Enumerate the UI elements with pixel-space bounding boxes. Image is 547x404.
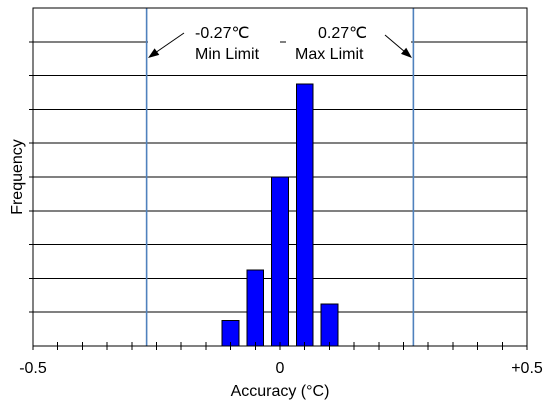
- x-axis-tick-labels: -0.5 0 +0.5: [19, 360, 543, 377]
- histogram-bar: [320, 303, 339, 347]
- histogram-bar: [246, 269, 265, 347]
- x-tick-label: +0.5: [511, 360, 543, 377]
- max-limit-annotation-background: [286, 18, 411, 64]
- y-axis-label: Frequency: [9, 139, 26, 215]
- min-limit-name-label: Min Limit: [195, 46, 260, 63]
- x-axis-ticks: [32, 342, 528, 350]
- min-limit-annotation-background: [148, 18, 280, 64]
- min-limit-arrow-shaft: [154, 32, 185, 54]
- max-limit-arrowhead: [401, 47, 412, 58]
- min-limit-value-label: -0.27℃: [195, 25, 249, 42]
- x-tick-label: 0: [276, 360, 285, 377]
- min-limit-annotation: -0.27℃ Min Limit: [148, 25, 260, 63]
- max-limit-value-label: 0.27℃: [318, 25, 367, 42]
- histogram-bar: [295, 83, 314, 347]
- histogram-bar: [271, 176, 289, 347]
- x-tick-label: -0.5: [19, 360, 47, 377]
- x-axis-label: Accuracy (°C): [231, 383, 330, 400]
- max-limit-name-label: Max Limit: [295, 46, 364, 63]
- max-limit-annotation: 0.27℃ Max Limit: [295, 25, 412, 63]
- limit-lines: [145, 8, 415, 346]
- min-limit-arrowhead: [148, 48, 160, 58]
- max-limit-arrow-shaft: [384, 34, 406, 53]
